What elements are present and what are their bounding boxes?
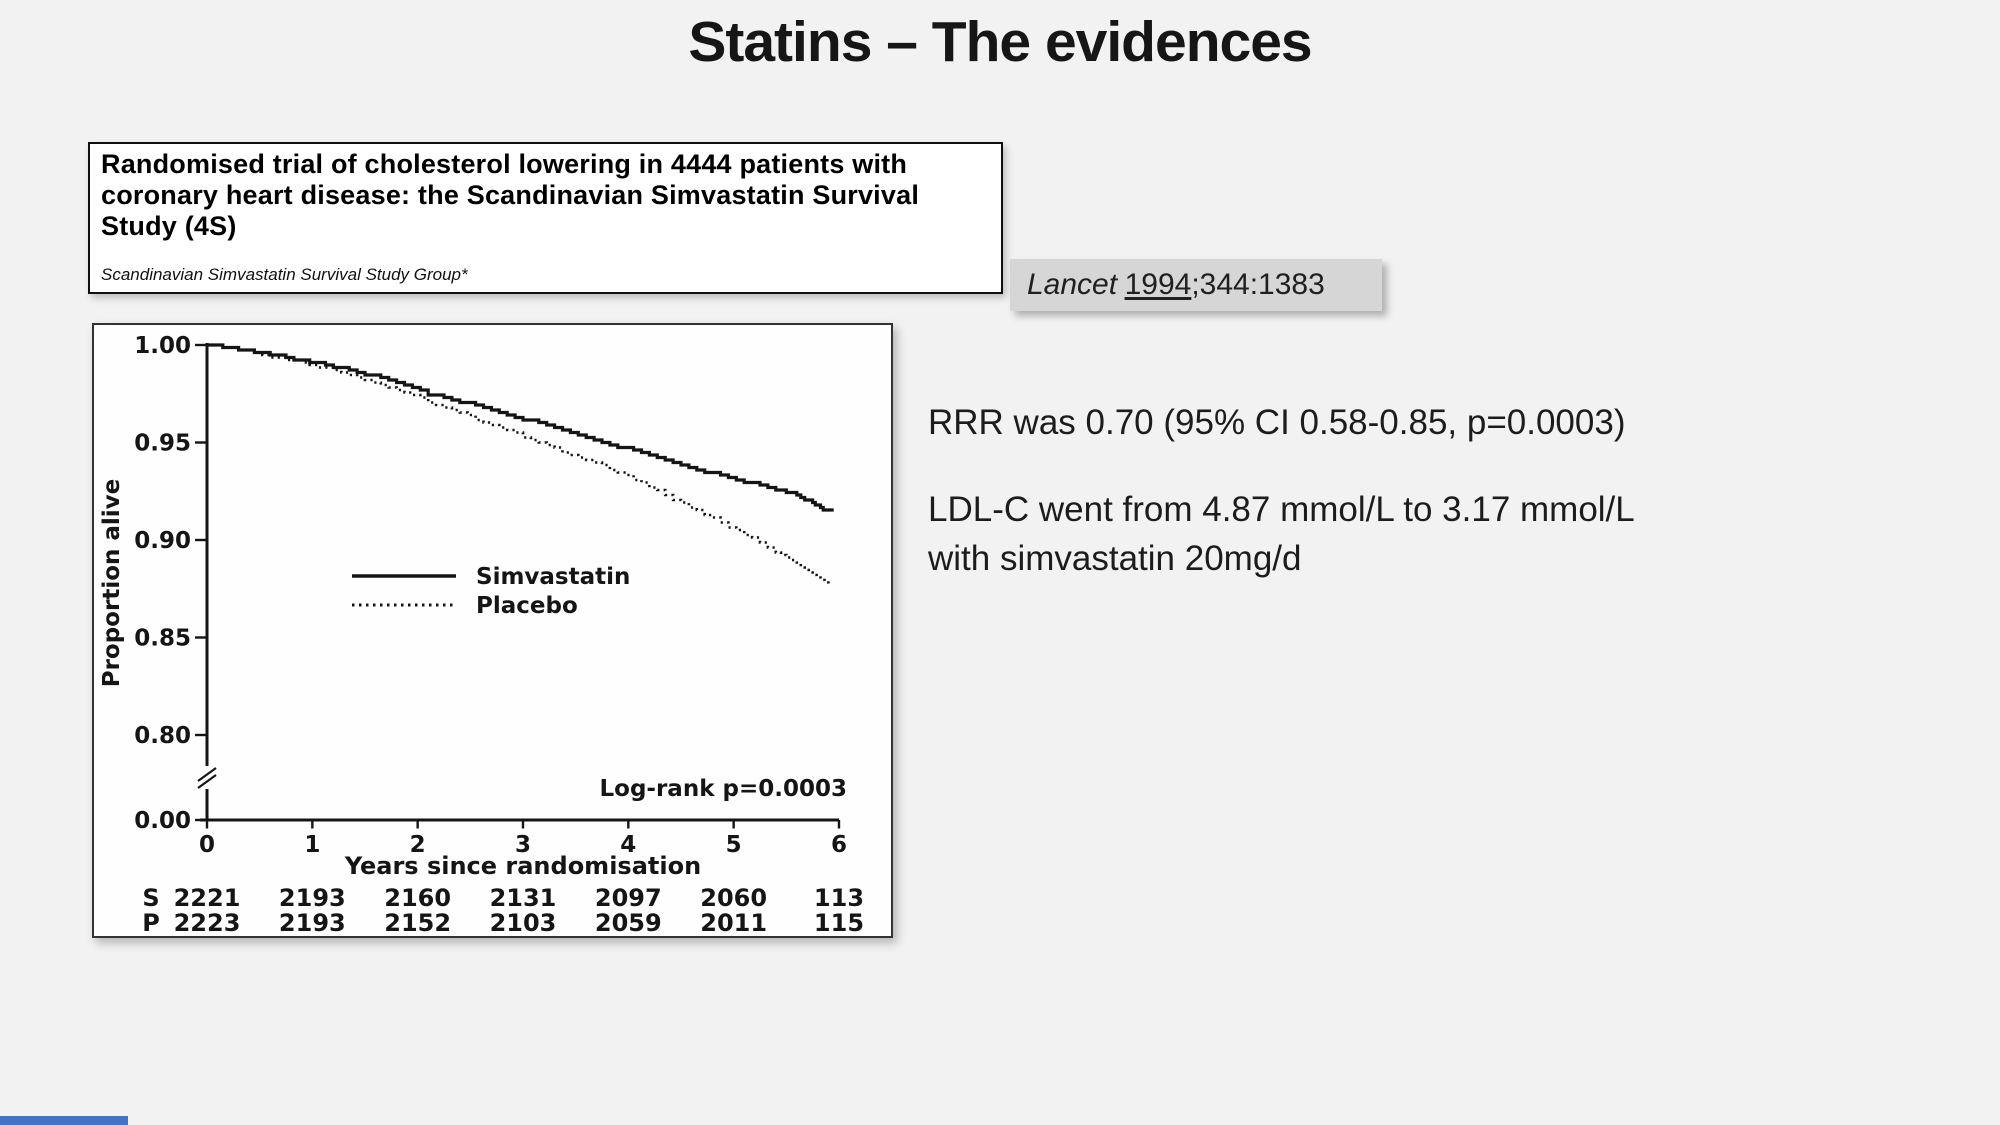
svg-text:2060: 2060 <box>700 884 767 912</box>
finding-ldl-line2: with simvastatin 20mg/d <box>928 539 1302 579</box>
svg-text:0.90: 0.90 <box>134 528 191 554</box>
finding-ldl: LDL-C went from 4.87 mmol/L to 3.17 mmol… <box>928 485 1728 584</box>
svg-text:2131: 2131 <box>490 884 557 912</box>
svg-text:3: 3 <box>515 832 531 858</box>
citation-badge: Lancet 1994 ;344:1383 <box>1010 259 1382 311</box>
citation-year: 1994 <box>1124 268 1192 301</box>
svg-text:P: P <box>142 909 160 936</box>
finding-rrr: RRR was 0.70 (95% CI 0.58-0.85, p=0.0003… <box>928 403 1626 442</box>
bottom-left-accent-bar <box>0 1116 128 1125</box>
svg-text:0.95: 0.95 <box>134 431 191 457</box>
citation-journal: Lancet <box>1027 268 1118 301</box>
svg-text:1: 1 <box>304 832 320 858</box>
curve-simvastatin <box>207 343 834 512</box>
paper-abstract-card: Randomised trial of cholesterol lowering… <box>88 142 1003 294</box>
slide-title: Statins – The evidences <box>688 10 1312 74</box>
citation-volume-page: ;344:1383 <box>1191 268 1325 301</box>
svg-text:2011: 2011 <box>700 909 767 936</box>
svg-text:2152: 2152 <box>384 909 451 936</box>
svg-text:2103: 2103 <box>490 909 557 936</box>
paper-authors: Scandinavian Simvastatin Survival Study … <box>101 265 468 284</box>
svg-text:Simvastatin: Simvastatin <box>476 564 630 590</box>
svg-text:115: 115 <box>814 909 864 936</box>
svg-text:4: 4 <box>620 832 636 858</box>
svg-text:0.80: 0.80 <box>134 723 191 749</box>
paper-title: Randomised trial of cholesterol lowering… <box>101 149 920 241</box>
findings-text: RRR was 0.70 (95% CI 0.58-0.85, p=0.0003… <box>928 398 1728 584</box>
svg-text:0.00: 0.00 <box>134 808 191 834</box>
km-survival-figure: 0 1 2 3 4 5 6 1.00 0.95 0.90 0.85 0.80 0.00 Proportio… <box>92 323 893 938</box>
svg-text:0: 0 <box>199 832 215 858</box>
svg-text:2160: 2160 <box>384 884 451 912</box>
svg-text:Proportion alive: Proportion alive <box>99 479 125 688</box>
svg-text:2: 2 <box>410 832 426 858</box>
svg-text:2059: 2059 <box>595 909 662 936</box>
svg-text:Placebo: Placebo <box>476 593 578 619</box>
finding-ldl-line1: LDL-C went from 4.87 mmol/L to 3.17 mmol… <box>928 489 1635 529</box>
svg-text:5: 5 <box>726 832 742 858</box>
svg-text:2221: 2221 <box>174 884 241 912</box>
svg-text:Years since randomisation: Years since randomisation <box>344 852 701 880</box>
svg-text:1.00: 1.00 <box>134 333 191 359</box>
svg-text:113: 113 <box>814 884 864 912</box>
svg-text:0.85: 0.85 <box>134 626 191 652</box>
svg-text:Log-rank p=0.0003: Log-rank p=0.0003 <box>600 776 848 802</box>
svg-text:2223: 2223 <box>174 909 241 936</box>
svg-text:2193: 2193 <box>279 909 346 936</box>
svg-text:2193: 2193 <box>279 884 346 912</box>
curve-placebo <box>207 343 830 585</box>
svg-text:S: S <box>142 884 159 912</box>
svg-text:6: 6 <box>831 832 847 858</box>
km-survival-chart: 0 1 2 3 4 5 6 1.00 0.95 0.90 0.85 0.80 0.00 Proportio… <box>99 333 864 936</box>
svg-text:2097: 2097 <box>595 884 662 912</box>
